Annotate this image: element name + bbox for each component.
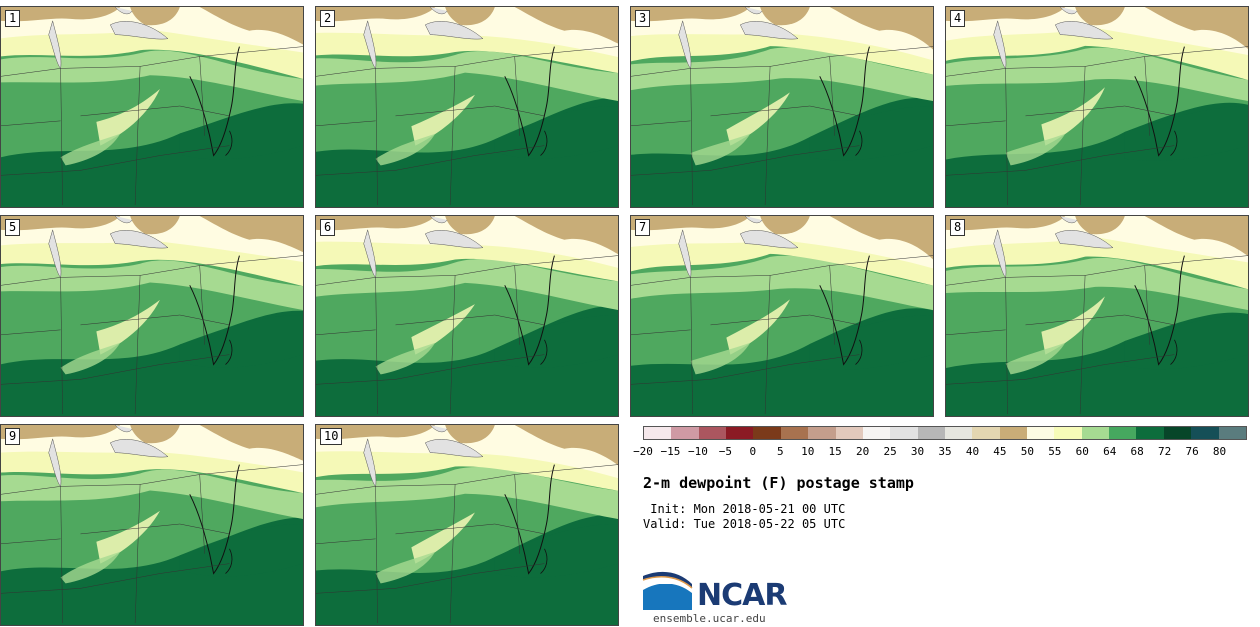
member-map-panel: 9 [0, 424, 304, 626]
member-map-panel: 10 [315, 424, 619, 626]
colorbar-tick: −20 [633, 445, 653, 458]
dewpoint-colorbar [643, 426, 1247, 440]
colorbar-swatch [644, 427, 672, 439]
colorbar-tick-labels: −20 −15 −10 −5 0 5 10 15 20 25 30 35 40 45 50 55 60 64 68 7… [633, 445, 1247, 459]
chart-title: 2-m dewpoint (F) postage stamp [643, 474, 914, 492]
member-number-label: 10 [320, 428, 343, 445]
colorbar-tick: 45 [993, 445, 1007, 458]
colorbar-swatch [726, 427, 754, 439]
colorbar-swatch [890, 427, 918, 439]
colorbar-swatch [944, 427, 973, 439]
member-number-label: 3 [635, 10, 651, 27]
colorbar-swatch [808, 427, 836, 439]
member-number-label: 7 [635, 219, 651, 236]
member-number-label: 6 [320, 219, 336, 236]
colorbar-tick: 25 [883, 445, 897, 458]
colorbar-swatch [1054, 427, 1082, 439]
colorbar-tick: 5 [776, 445, 784, 458]
ncar-logo-icon [642, 571, 693, 610]
colorbar-tick: −15 [660, 445, 681, 458]
colorbar-tick: 50 [1020, 445, 1034, 458]
colorbar-swatch [1191, 427, 1219, 439]
colorbar-tick: 76 [1185, 445, 1199, 458]
colorbar-swatch [1136, 427, 1164, 439]
colorbar-swatch [1027, 427, 1055, 439]
member-map-panel: 6 [315, 215, 619, 417]
colorbar-tick: 20 [856, 445, 870, 458]
colorbar-tick: 55 [1048, 445, 1062, 458]
ensemble-url: ensemble.ucar.edu [653, 612, 766, 625]
colorbar-swatch [835, 427, 863, 439]
colorbar-tick: 40 [965, 445, 980, 458]
valid-time: Valid: Tue 2018-05-22 05 UTC [643, 517, 846, 531]
colorbar-swatch [1109, 427, 1137, 439]
member-map-panel: 3 [630, 6, 934, 208]
member-number-label: 2 [320, 10, 336, 27]
member-map-panel: 5 [0, 215, 304, 417]
init-time: Init: Mon 2018-05-21 00 UTC [643, 502, 846, 516]
member-number-label: 1 [5, 10, 21, 27]
colorbar-tick: 64 [1103, 445, 1117, 458]
colorbar-swatch [862, 427, 891, 439]
colorbar-swatch [972, 427, 1000, 439]
colorbar-tick: 80 [1212, 445, 1227, 458]
colorbar-swatch [753, 427, 781, 439]
member-map-panel: 7 [630, 215, 934, 417]
colorbar-swatch [1218, 427, 1246, 439]
member-number-label: 8 [950, 219, 966, 236]
colorbar-tick: 30 [910, 445, 925, 458]
colorbar-swatch [780, 427, 809, 439]
colorbar-tick: −10 [687, 445, 708, 458]
colorbar-tick: 10 [801, 445, 815, 458]
colorbar-swatch [698, 427, 727, 439]
ncar-logo-text: NCAR [697, 578, 787, 613]
colorbar-tick: −5 [718, 445, 732, 458]
colorbar-tick: 68 [1130, 445, 1144, 458]
colorbar-tick: 72 [1158, 445, 1172, 458]
colorbar-tick: 15 [828, 445, 842, 458]
colorbar-swatch [1081, 427, 1110, 439]
member-number-label: 5 [5, 219, 21, 236]
colorbar-tick: 0 [749, 445, 757, 458]
colorbar-swatch [1163, 427, 1192, 439]
colorbar-tick: 35 [938, 445, 952, 458]
member-map-panel: 4 [945, 6, 1249, 208]
member-map-panel: 8 [945, 215, 1249, 417]
member-number-label: 4 [950, 10, 966, 27]
member-map-panel: 2 [315, 6, 619, 208]
colorbar-tick: 60 [1075, 445, 1089, 458]
member-number-label: 9 [5, 428, 21, 445]
colorbar-swatch [671, 427, 699, 439]
member-map-panel: 1 [0, 6, 304, 208]
colorbar-swatch [999, 427, 1028, 439]
colorbar-swatch [917, 427, 945, 439]
